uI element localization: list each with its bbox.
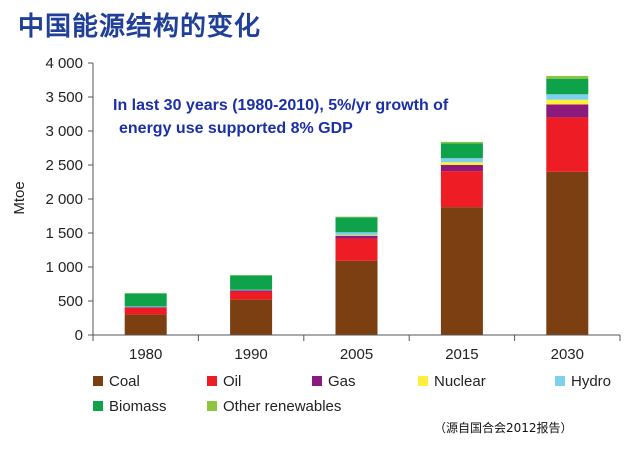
legend-swatch — [207, 401, 217, 411]
legend-label: Gas — [328, 373, 356, 390]
bar-coal-1990 — [230, 299, 273, 335]
plot-area — [124, 75, 589, 335]
legend-label: Nuclear — [434, 373, 486, 390]
bar-biomass-2015 — [440, 143, 483, 159]
bar-oil-2015 — [440, 171, 483, 208]
bar-coal-2005 — [335, 260, 378, 335]
x-tick-label: 1990 — [234, 346, 267, 363]
y-axis: 0 500 1 000 1 500 2 000 2 500 3 000 3 500 4 000 — [45, 55, 94, 344]
y-tick-label: 0 — [75, 327, 83, 344]
legend-label: Biomass — [109, 398, 167, 415]
source-note: （源自国合会2012报告） — [434, 421, 573, 435]
bar-biomass-2030 — [546, 78, 589, 95]
bar-oil-1990 — [230, 291, 273, 300]
y-tick-label: 3 000 — [45, 123, 83, 140]
legend-swatch — [207, 376, 217, 386]
bar-coal-2015 — [440, 207, 483, 335]
x-tick-label: 2030 — [551, 346, 584, 363]
y-tick-label: 2 500 — [45, 157, 83, 174]
y-tick-label: 2 000 — [45, 191, 83, 208]
bar-oil-2030 — [546, 117, 589, 172]
bar-biomass-2005 — [335, 217, 378, 233]
bar-hydro-2015 — [440, 158, 483, 163]
page-title: 中国能源结构的变化 — [18, 12, 262, 42]
legend-swatch — [418, 376, 428, 386]
bar-gas-2030 — [546, 104, 589, 118]
bar-gas-2015 — [440, 165, 483, 172]
bar-other-renewables-2005 — [335, 216, 378, 218]
x-axis: 1980 1990 2005 2015 2030 — [92, 334, 621, 363]
legend-swatch — [555, 376, 565, 386]
y-tick-label: 4 000 — [45, 55, 83, 72]
chart-annotation-line-1: In last 30 years (1980-2010), 5%/yr grow… — [113, 97, 449, 114]
y-axis-label: Mtoe — [11, 181, 28, 214]
y-tick-label: 1 500 — [45, 225, 83, 242]
y-tick-label: 1 000 — [45, 259, 83, 276]
legend-label: Hydro — [571, 373, 611, 390]
bar-gas-1980 — [124, 307, 167, 308]
legend-label: Oil — [223, 373, 241, 390]
bar-other-renewables-2030 — [546, 75, 589, 79]
bar-nuclear-2015 — [440, 162, 483, 165]
legend-label: Other renewables — [223, 398, 341, 415]
bar-hydro-2005 — [335, 232, 378, 236]
x-tick-label: 2005 — [340, 346, 373, 363]
y-tick-label: 3 500 — [45, 89, 83, 106]
bar-hydro-1990 — [230, 289, 273, 291]
y-tick-label: 500 — [58, 293, 83, 310]
bar-oil-1980 — [124, 307, 167, 315]
bar-gas-2005 — [335, 235, 378, 239]
bar-oil-2005 — [335, 238, 378, 261]
legend: Coal Oil Gas Nuclear Hydro Biomass Other renew… — [93, 373, 611, 415]
x-tick-label: 2015 — [445, 346, 478, 363]
bar-coal-1980 — [124, 314, 167, 335]
bar-hydro-2030 — [546, 94, 589, 100]
bar-gas-1990 — [230, 290, 273, 292]
bar-nuclear-2005 — [335, 235, 378, 236]
bar-other-renewables-2015 — [440, 141, 483, 144]
x-tick-label: 1980 — [129, 346, 162, 363]
chart-annotation-line-2: energy use supported 8% GDP — [119, 120, 353, 137]
legend-swatch — [93, 376, 103, 386]
bar-biomass-1980 — [124, 293, 167, 307]
legend-swatch — [312, 376, 322, 386]
legend-label: Coal — [109, 373, 140, 390]
bar-coal-2030 — [546, 171, 589, 335]
legend-swatch — [93, 401, 103, 411]
bar-nuclear-2030 — [546, 99, 589, 105]
bar-hydro-1980 — [124, 306, 167, 308]
bar-biomass-1990 — [230, 275, 273, 290]
